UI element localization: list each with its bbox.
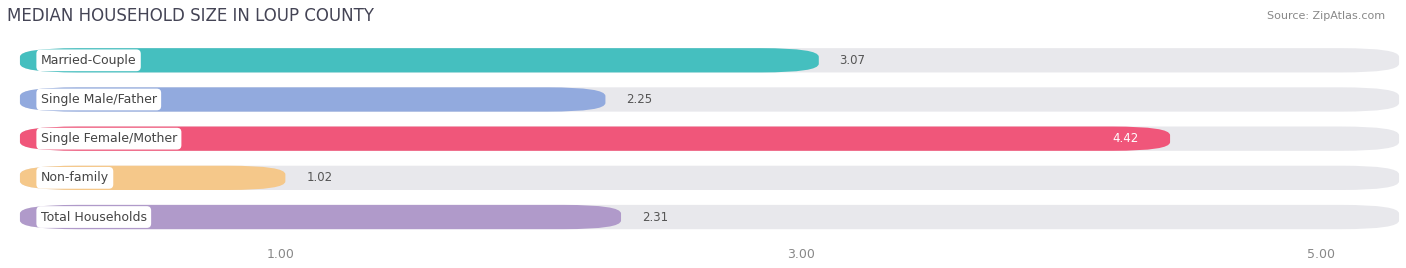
Text: 2.25: 2.25 xyxy=(626,93,652,106)
FancyBboxPatch shape xyxy=(20,87,606,112)
Text: Married-Couple: Married-Couple xyxy=(41,54,136,67)
FancyBboxPatch shape xyxy=(20,87,1399,112)
FancyBboxPatch shape xyxy=(20,205,621,229)
FancyBboxPatch shape xyxy=(20,48,818,72)
Text: 2.31: 2.31 xyxy=(643,211,668,224)
Text: MEDIAN HOUSEHOLD SIZE IN LOUP COUNTY: MEDIAN HOUSEHOLD SIZE IN LOUP COUNTY xyxy=(7,7,374,25)
Text: Non-family: Non-family xyxy=(41,171,108,184)
Text: 1.02: 1.02 xyxy=(307,171,332,184)
Text: Single Male/Father: Single Male/Father xyxy=(41,93,157,106)
FancyBboxPatch shape xyxy=(20,126,1399,151)
FancyBboxPatch shape xyxy=(20,166,1399,190)
FancyBboxPatch shape xyxy=(20,166,285,190)
FancyBboxPatch shape xyxy=(20,205,1399,229)
Text: Source: ZipAtlas.com: Source: ZipAtlas.com xyxy=(1267,11,1385,21)
Text: 3.07: 3.07 xyxy=(839,54,866,67)
Text: 4.42: 4.42 xyxy=(1112,132,1139,145)
Text: Total Households: Total Households xyxy=(41,211,146,224)
FancyBboxPatch shape xyxy=(20,126,1170,151)
FancyBboxPatch shape xyxy=(20,48,1399,72)
Text: Single Female/Mother: Single Female/Mother xyxy=(41,132,177,145)
